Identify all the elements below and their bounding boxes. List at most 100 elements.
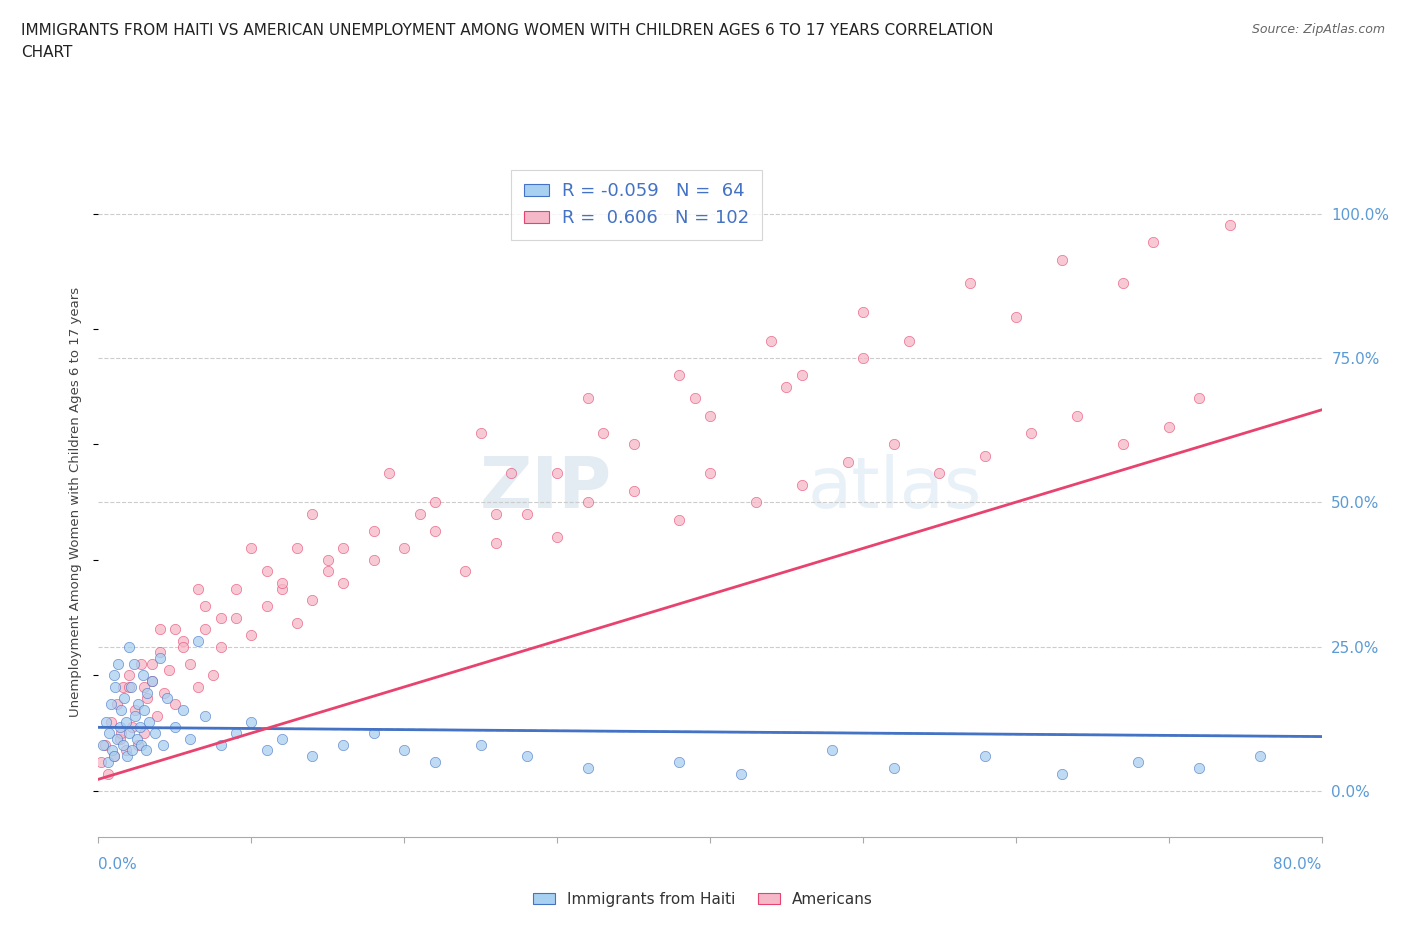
- Point: [316, 564, 339, 578]
- Point: [576, 495, 599, 510]
- Text: CHART: CHART: [21, 45, 73, 60]
- Point: [143, 725, 166, 740]
- Point: [1250, 749, 1272, 764]
- Point: [974, 749, 997, 764]
- Point: [157, 662, 180, 677]
- Point: [129, 657, 152, 671]
- Point: [897, 333, 920, 348]
- Point: [1128, 754, 1150, 769]
- Point: [1066, 408, 1088, 423]
- Point: [172, 639, 194, 654]
- Point: [683, 391, 706, 405]
- Point: [136, 685, 159, 700]
- Point: [301, 593, 323, 608]
- Point: [225, 581, 247, 596]
- Point: [423, 495, 446, 510]
- Point: [332, 737, 354, 752]
- Point: [194, 622, 217, 637]
- Point: [392, 743, 416, 758]
- Point: [118, 668, 141, 683]
- Point: [127, 737, 149, 752]
- Point: [423, 754, 446, 769]
- Text: IMMIGRANTS FROM HAITI VS AMERICAN UNEMPLOYMENT AMONG WOMEN WITH CHILDREN AGES 6 : IMMIGRANTS FROM HAITI VS AMERICAN UNEMPL…: [21, 23, 994, 38]
- Point: [179, 657, 201, 671]
- Point: [256, 599, 278, 614]
- Point: [592, 426, 614, 441]
- Point: [775, 379, 797, 394]
- Point: [285, 616, 308, 631]
- Point: [110, 725, 132, 740]
- Point: [256, 743, 278, 758]
- Point: [668, 754, 690, 769]
- Point: [103, 749, 125, 764]
- Point: [256, 564, 278, 578]
- Point: [821, 743, 844, 758]
- Point: [1157, 419, 1180, 434]
- Point: [115, 743, 138, 758]
- Point: [121, 743, 143, 758]
- Point: [135, 743, 157, 758]
- Point: [97, 754, 120, 769]
- Point: [125, 731, 148, 746]
- Point: [225, 610, 247, 625]
- Point: [1112, 275, 1135, 290]
- Point: [1112, 437, 1135, 452]
- Point: [124, 709, 146, 724]
- Point: [623, 437, 645, 452]
- Point: [761, 333, 783, 348]
- Point: [1050, 252, 1073, 267]
- Point: [141, 673, 163, 688]
- Point: [187, 633, 209, 648]
- Point: [485, 506, 508, 521]
- Point: [270, 576, 294, 591]
- Point: [852, 304, 875, 319]
- Text: atlas: atlas: [808, 455, 983, 524]
- Point: [202, 668, 225, 683]
- Point: [128, 720, 150, 735]
- Point: [149, 651, 172, 666]
- Point: [883, 761, 905, 776]
- Point: [623, 484, 645, 498]
- Point: [209, 737, 232, 752]
- Legend: R = -0.059   N =  64, R =  0.606   N = 102: R = -0.059 N = 64, R = 0.606 N = 102: [512, 170, 762, 240]
- Point: [187, 581, 209, 596]
- Point: [332, 541, 354, 556]
- Point: [110, 702, 132, 717]
- Point: [790, 367, 813, 382]
- Point: [790, 477, 813, 492]
- Point: [699, 408, 721, 423]
- Point: [120, 680, 142, 695]
- Point: [179, 731, 201, 746]
- Point: [332, 576, 354, 591]
- Point: [194, 709, 217, 724]
- Point: [149, 622, 172, 637]
- Point: [501, 466, 523, 481]
- Point: [112, 691, 135, 706]
- Point: [156, 691, 179, 706]
- Point: [97, 766, 120, 781]
- Point: [1142, 235, 1164, 250]
- Point: [363, 725, 385, 740]
- Point: [301, 749, 323, 764]
- Point: [136, 691, 159, 706]
- Point: [163, 720, 186, 735]
- Point: [225, 725, 247, 740]
- Point: [145, 709, 167, 724]
- Point: [546, 529, 568, 544]
- Point: [270, 731, 294, 746]
- Point: [172, 702, 194, 717]
- Point: [240, 541, 263, 556]
- Point: [132, 668, 155, 683]
- Point: [172, 633, 194, 648]
- Point: [90, 754, 112, 769]
- Point: [454, 564, 477, 578]
- Point: [516, 749, 538, 764]
- Point: [392, 541, 416, 556]
- Point: [115, 714, 138, 729]
- Point: [1188, 761, 1211, 776]
- Point: [363, 552, 385, 567]
- Point: [108, 720, 131, 735]
- Point: [152, 737, 174, 752]
- Point: [100, 697, 122, 711]
- Point: [285, 541, 308, 556]
